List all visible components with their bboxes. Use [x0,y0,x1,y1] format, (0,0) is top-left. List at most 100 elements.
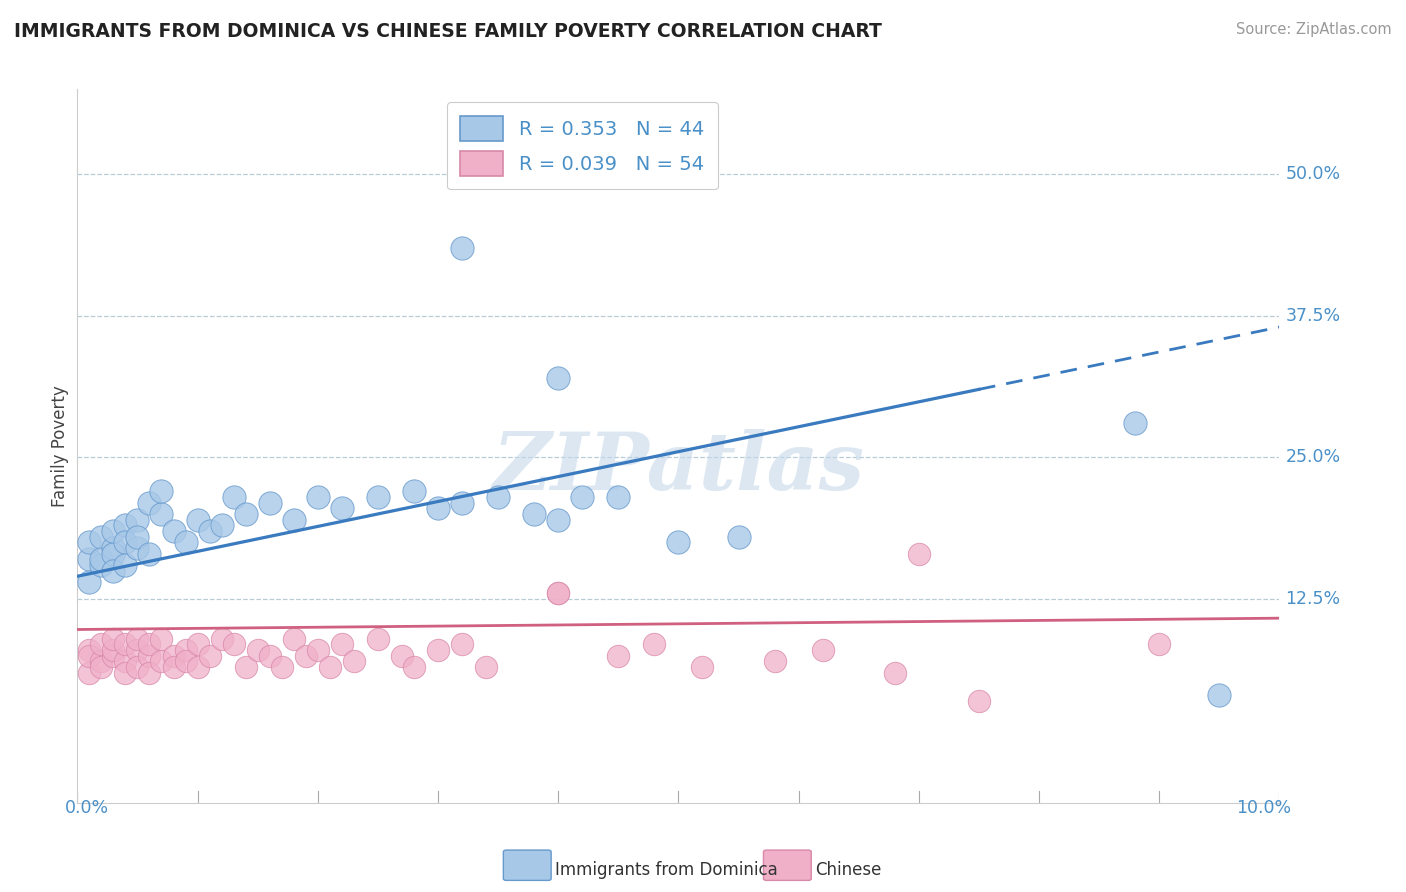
Point [174,535,197,549]
Text: Source: ZipAtlas.com: Source: ZipAtlas.com [1236,22,1392,37]
Point [763,654,786,668]
Point [90,558,112,572]
Text: 10.0%: 10.0% [1236,799,1292,817]
Point [294,648,316,663]
Point [211,632,233,646]
Point [607,648,630,663]
Point [811,643,834,657]
Point [174,654,197,668]
Point [79,643,101,657]
Point [547,371,569,385]
Point [127,660,149,674]
Point [668,535,690,549]
Point [222,490,245,504]
Point [103,632,125,646]
Point [259,495,281,509]
Point [402,660,425,674]
Point [692,660,714,674]
Point [367,490,389,504]
Point [138,547,160,561]
Point [79,552,101,566]
Point [319,660,342,674]
Point [79,648,101,663]
Y-axis label: Family Poverty: Family Poverty [51,385,69,507]
Point [90,654,112,668]
Point [908,547,931,561]
Text: 25.0%: 25.0% [1285,449,1340,467]
Point [103,541,125,555]
Point [1208,688,1230,702]
Legend: R = 0.353   N = 44, R = 0.039   N = 54: R = 0.353 N = 44, R = 0.039 N = 54 [447,103,717,189]
Point [90,660,112,674]
Point [307,643,329,657]
Point [427,643,450,657]
Point [114,654,136,668]
Point [90,552,112,566]
Point [162,660,184,674]
Point [283,632,305,646]
Text: 0.0%: 0.0% [65,799,110,817]
Text: 37.5%: 37.5% [1285,307,1340,325]
Point [79,665,101,680]
Point [90,530,112,544]
Point [162,524,184,538]
Point [235,507,257,521]
Point [1149,637,1171,651]
Point [343,654,366,668]
Point [270,660,292,674]
Point [90,637,112,651]
Point [427,501,450,516]
Point [967,694,990,708]
Point [150,632,173,646]
Point [114,535,136,549]
Point [186,513,209,527]
Point [235,660,257,674]
Point [79,535,101,549]
Point [150,507,173,521]
Point [114,637,136,651]
Point [547,513,569,527]
Point [162,648,184,663]
Point [283,513,305,527]
Point [138,665,160,680]
Point [150,484,173,499]
Point [1123,417,1146,431]
Point [402,484,425,499]
Point [211,518,233,533]
Point [138,637,160,651]
Point [103,547,125,561]
Point [103,564,125,578]
Point [103,643,125,657]
Point [114,665,136,680]
Point [571,490,593,504]
Point [451,241,474,255]
Point [547,586,569,600]
Point [138,495,160,509]
Point [127,530,149,544]
Point [547,586,569,600]
Point [198,648,221,663]
Point [475,660,498,674]
Point [222,637,245,651]
Text: 50.0%: 50.0% [1285,165,1340,183]
Point [643,637,665,651]
Point [451,637,474,651]
Point [330,637,353,651]
Text: IMMIGRANTS FROM DOMINICA VS CHINESE FAMILY POVERTY CORRELATION CHART: IMMIGRANTS FROM DOMINICA VS CHINESE FAMI… [14,22,882,41]
Point [127,643,149,657]
Point [186,660,209,674]
Point [391,648,413,663]
Point [127,632,149,646]
Point [486,490,509,504]
Point [127,513,149,527]
Point [883,665,905,680]
Point [307,490,329,504]
Text: Chinese: Chinese [815,861,882,879]
Point [138,648,160,663]
Point [246,643,269,657]
Point [727,530,749,544]
Text: 12.5%: 12.5% [1285,590,1340,608]
Text: Immigrants from Dominica: Immigrants from Dominica [555,861,778,879]
Point [174,643,197,657]
Point [103,524,125,538]
